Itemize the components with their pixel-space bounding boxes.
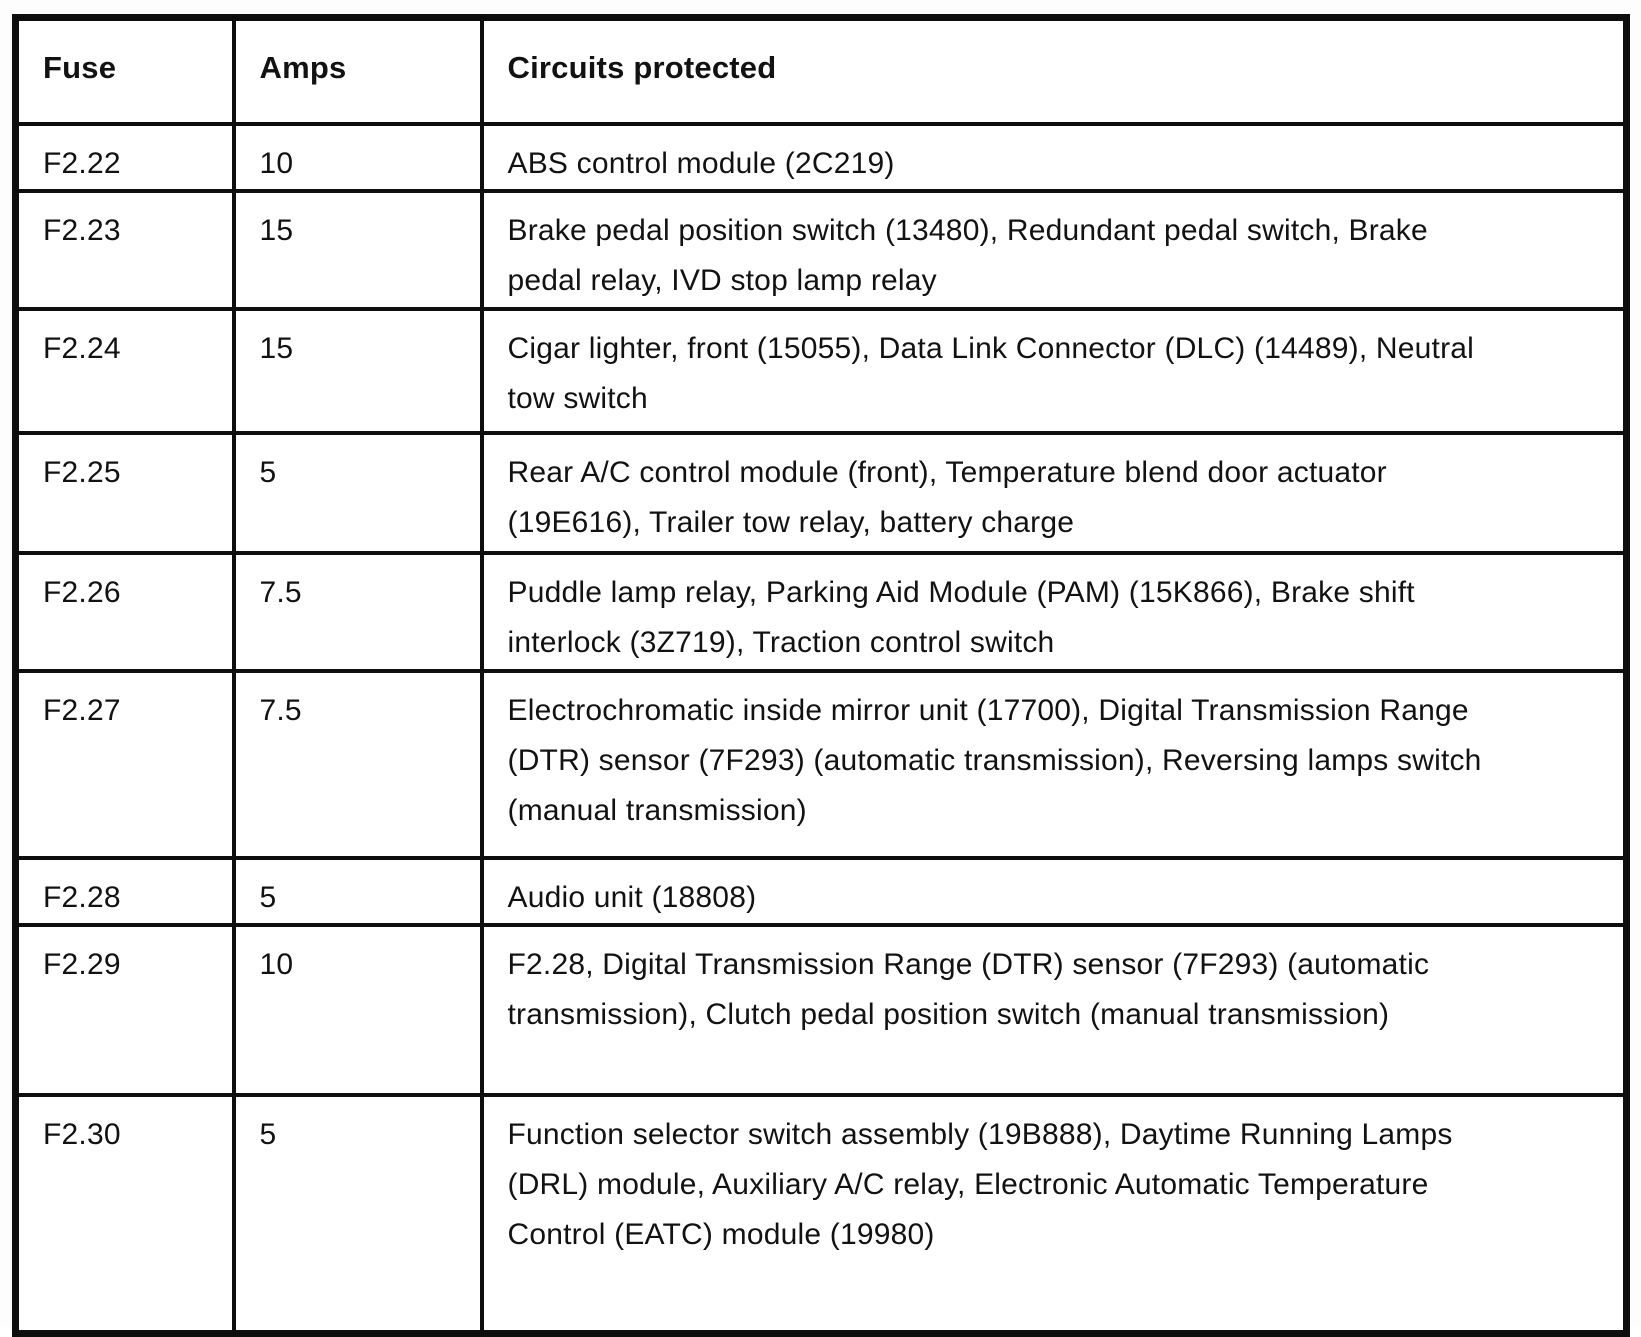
table-row-f2-26: F2.26 7.5 Puddle lamp relay, Parking Aid…: [13, 550, 1629, 673]
amps-cell: 7.5: [231, 550, 484, 673]
amps-cell: 5: [231, 1092, 484, 1336]
circuits-cell: Brake pedal position switch (13480), Red…: [479, 188, 1629, 311]
amps-cell: 10: [231, 121, 484, 193]
fuse-cell: F2.25: [13, 430, 236, 555]
circuits-cell: Function selector switch assembly (19B88…: [479, 1092, 1629, 1336]
amps-cell: 10: [231, 922, 484, 1097]
circuits-cell: Puddle lamp relay, Parking Aid Module (P…: [479, 550, 1629, 673]
circuits-cell: Audio unit (18808): [479, 855, 1629, 927]
circuits-cell: Rear A/C control module (front), Tempera…: [479, 430, 1629, 555]
fuse-cell: F2.22: [13, 121, 236, 193]
table-row-f2-25: F2.25 5 Rear A/C control module (front),…: [13, 430, 1629, 555]
col-header-circuits: Circuits protected: [479, 15, 1629, 126]
fuse-cell: F2.30: [13, 1092, 236, 1336]
fuse-cell: F2.23: [13, 188, 236, 311]
table-row-f2-22: F2.22 10 ABS control module (2C219): [13, 121, 1629, 193]
amps-cell: 7.5: [231, 668, 484, 860]
circuits-cell: ABS control module (2C219): [479, 121, 1629, 193]
fuse-cell: F2.29: [13, 922, 236, 1097]
table-row-f2-23: F2.23 15 Brake pedal position switch (13…: [13, 188, 1629, 311]
amps-cell: 15: [231, 306, 484, 435]
amps-cell: 15: [231, 188, 484, 311]
header-row: Fuse Amps Circuits protected: [13, 15, 1629, 126]
fuse-cell: F2.26: [13, 550, 236, 673]
table-row-f2-28: F2.28 5 Audio unit (18808): [13, 855, 1629, 927]
table-row-f2-24: F2.24 15 Cigar lighter, front (15055), D…: [13, 306, 1629, 435]
circuits-cell: F2.28, Digital Transmission Range (DTR) …: [479, 922, 1629, 1097]
circuits-cell: Electrochromatic inside mirror unit (177…: [479, 668, 1629, 860]
table-row-f2-27: F2.27 7.5 Electrochromatic inside mirror…: [13, 668, 1629, 860]
fuse-table: Fuse Amps Circuits protected F2.22 10 AB…: [12, 14, 1630, 1337]
table-row-f2-30: F2.30 5 Function selector switch assembl…: [13, 1092, 1629, 1336]
fuse-cell: F2.27: [13, 668, 236, 860]
fuse-cell: F2.24: [13, 306, 236, 435]
col-header-amps: Amps: [231, 15, 484, 126]
amps-cell: 5: [231, 855, 484, 927]
amps-cell: 5: [231, 430, 484, 555]
fuse-cell: F2.28: [13, 855, 236, 927]
table-row-f2-29: F2.29 10 F2.28, Digital Transmission Ran…: [13, 922, 1629, 1097]
circuits-cell: Cigar lighter, front (15055), Data Link …: [479, 306, 1629, 435]
col-header-fuse: Fuse: [13, 15, 236, 126]
